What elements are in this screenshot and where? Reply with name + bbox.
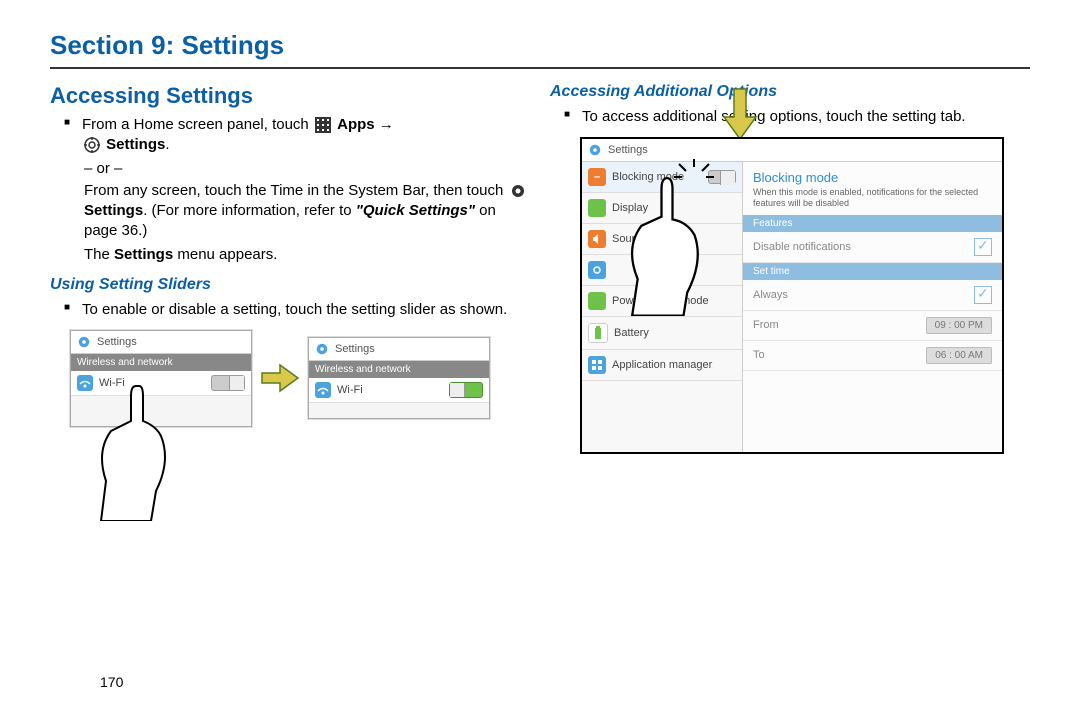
- additional-instruction: To access additional setting options, to…: [568, 107, 1030, 127]
- label: Sound: [612, 233, 644, 245]
- wifi-row[interactable]: Wi-Fi: [309, 378, 489, 403]
- label: From: [753, 319, 779, 331]
- step-home-apps: From a Home screen panel, touch Apps →: [68, 115, 530, 156]
- page-number: 170: [100, 674, 123, 690]
- row-disable-notif[interactable]: Disable notifications: [743, 232, 1002, 263]
- gear-icon: [510, 183, 526, 199]
- sidebar-item-battery[interactable]: Battery: [582, 317, 742, 350]
- mini-screen-off: Settings Wireless and network Wi-Fi: [70, 330, 252, 427]
- hand-illustration: [81, 381, 201, 521]
- battery-icon: [588, 323, 608, 343]
- toggle-on[interactable]: [449, 382, 483, 398]
- mini-screen-on: Settings Wireless and network Wi-Fi: [308, 337, 490, 419]
- wifi-row[interactable]: Wi-Fi: [71, 371, 251, 396]
- row-from[interactable]: From 09 : 00 PM: [743, 311, 1002, 341]
- sidebar-item-blocking[interactable]: – Blocking mode: [582, 162, 742, 193]
- heading-sliders: Using Setting Sliders: [50, 276, 530, 294]
- sidebar-item-sound[interactable]: Sound: [582, 224, 742, 255]
- right-column: Accessing Additional Options To access a…: [550, 79, 1030, 454]
- leaf-icon: [588, 292, 606, 310]
- settings-title: Settings: [335, 343, 375, 355]
- gear-icon: [315, 342, 329, 356]
- slider-figure: Settings Wireless and network Wi-Fi: [70, 330, 530, 427]
- arrow-glyph: →: [379, 116, 394, 133]
- result-text: The Settings menu appears.: [84, 245, 530, 265]
- label: To: [753, 349, 765, 361]
- checkbox-checked[interactable]: [974, 286, 992, 304]
- label: Display: [612, 202, 648, 214]
- checkbox-checked[interactable]: [974, 238, 992, 256]
- tap-spark-icon: [674, 159, 714, 189]
- text: The: [84, 246, 114, 263]
- section-label: Wireless and network: [309, 361, 489, 378]
- sidebar-item-display[interactable]: Display: [582, 193, 742, 224]
- wifi-icon: [77, 375, 93, 391]
- period: .: [165, 136, 169, 153]
- text: menu appears.: [173, 246, 277, 263]
- or-separator: – or –: [84, 160, 530, 177]
- wifi-label: Wi-Fi: [337, 384, 363, 396]
- divider: [50, 67, 1030, 69]
- time-value: 06 : 00 AM: [926, 347, 992, 364]
- label: Always: [753, 289, 788, 301]
- gear-icon: [77, 335, 91, 349]
- arrow-right-icon: [260, 363, 300, 393]
- label: Power saving mode: [612, 295, 709, 307]
- left-column: Accessing Settings From a Home screen pa…: [50, 79, 530, 454]
- settings-label: Settings: [106, 136, 165, 153]
- sidebar-item-appmgr[interactable]: Application manager: [582, 350, 742, 381]
- sidebar-item-hidden[interactable]: [582, 255, 742, 286]
- settings-detail: Blocking mode When this mode is enabled,…: [743, 162, 1002, 452]
- grid-icon: [588, 356, 606, 374]
- heading-additional: Accessing Additional Options: [550, 83, 1030, 101]
- sound-icon: [588, 230, 606, 248]
- display-icon: [588, 199, 606, 217]
- toggle-off[interactable]: [211, 375, 245, 391]
- section-features: Features: [743, 215, 1002, 232]
- label: Application manager: [612, 359, 712, 371]
- settings-bold: Settings: [114, 246, 173, 263]
- detail-desc: When this mode is enabled, notifications…: [743, 187, 1002, 215]
- settings-title: Settings: [608, 144, 648, 156]
- heading-accessing: Accessing Settings: [50, 83, 530, 109]
- settings-sidebar: – Blocking mode Display: [582, 162, 743, 452]
- wifi-icon: [315, 382, 331, 398]
- settings-label: Settings: [84, 202, 143, 219]
- section-title: Section 9: Settings: [50, 30, 1030, 61]
- settings-title: Settings: [97, 336, 137, 348]
- step-systembar: From any screen, touch the Time in the S…: [84, 181, 530, 242]
- section-label: Wireless and network: [71, 354, 251, 371]
- time-value: 09 : 00 PM: [926, 317, 992, 334]
- slider-instruction: To enable or disable a setting, touch th…: [68, 300, 530, 320]
- sidebar-item-psm[interactable]: Power saving mode: [582, 286, 742, 317]
- gear-icon: [588, 143, 602, 157]
- section-settime: Set time: [743, 263, 1002, 280]
- minus-icon: –: [588, 168, 606, 186]
- label: Battery: [614, 327, 649, 339]
- label: Disable notifications: [753, 241, 851, 253]
- settings-screenshot: Settings – Blocking mode: [580, 137, 1004, 454]
- wifi-label: Wi-Fi: [99, 377, 125, 389]
- apps-grid-icon: [315, 117, 331, 133]
- gear-square-icon: [588, 261, 606, 279]
- text: . (For more information, refer to: [143, 202, 356, 219]
- row-to[interactable]: To 06 : 00 AM: [743, 341, 1002, 371]
- row-always[interactable]: Always: [743, 280, 1002, 311]
- quick-settings-link: "Quick Settings": [356, 202, 475, 219]
- text: From a Home screen panel, touch: [82, 116, 313, 133]
- text: From any screen, touch the Time in the S…: [84, 182, 508, 199]
- gear-icon: [84, 137, 100, 153]
- label: [612, 264, 615, 276]
- apps-label: Apps: [337, 116, 375, 133]
- detail-title: Blocking mode: [743, 162, 1002, 187]
